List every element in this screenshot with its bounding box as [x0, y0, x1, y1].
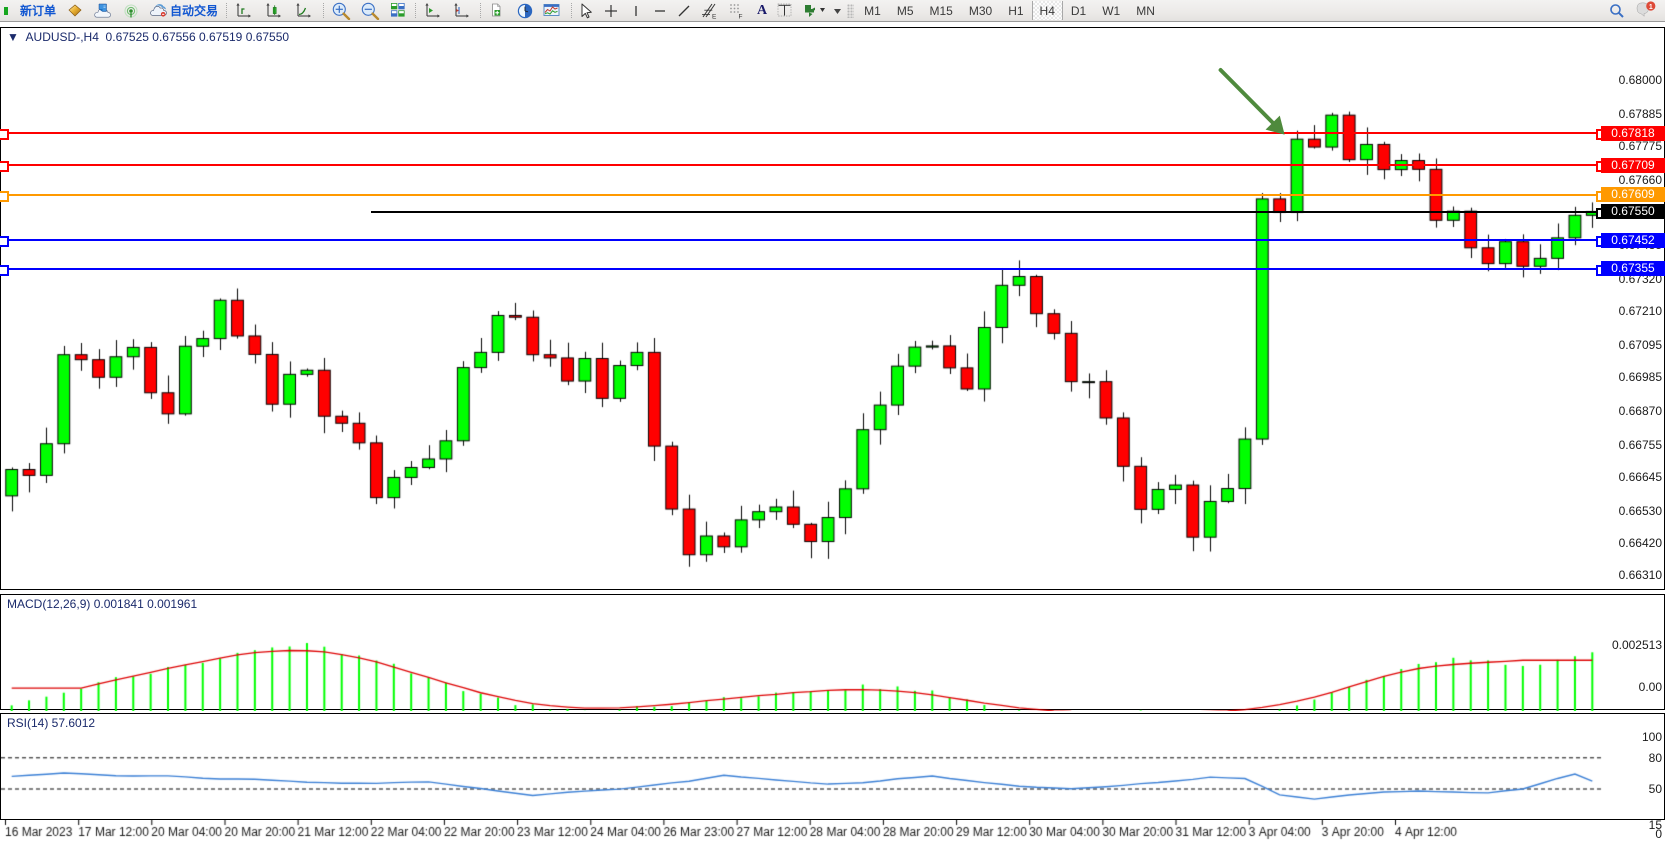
svg-text:E: E	[712, 13, 717, 19]
svg-text:F: F	[739, 13, 743, 19]
svg-text:1: 1	[1649, 3, 1653, 10]
